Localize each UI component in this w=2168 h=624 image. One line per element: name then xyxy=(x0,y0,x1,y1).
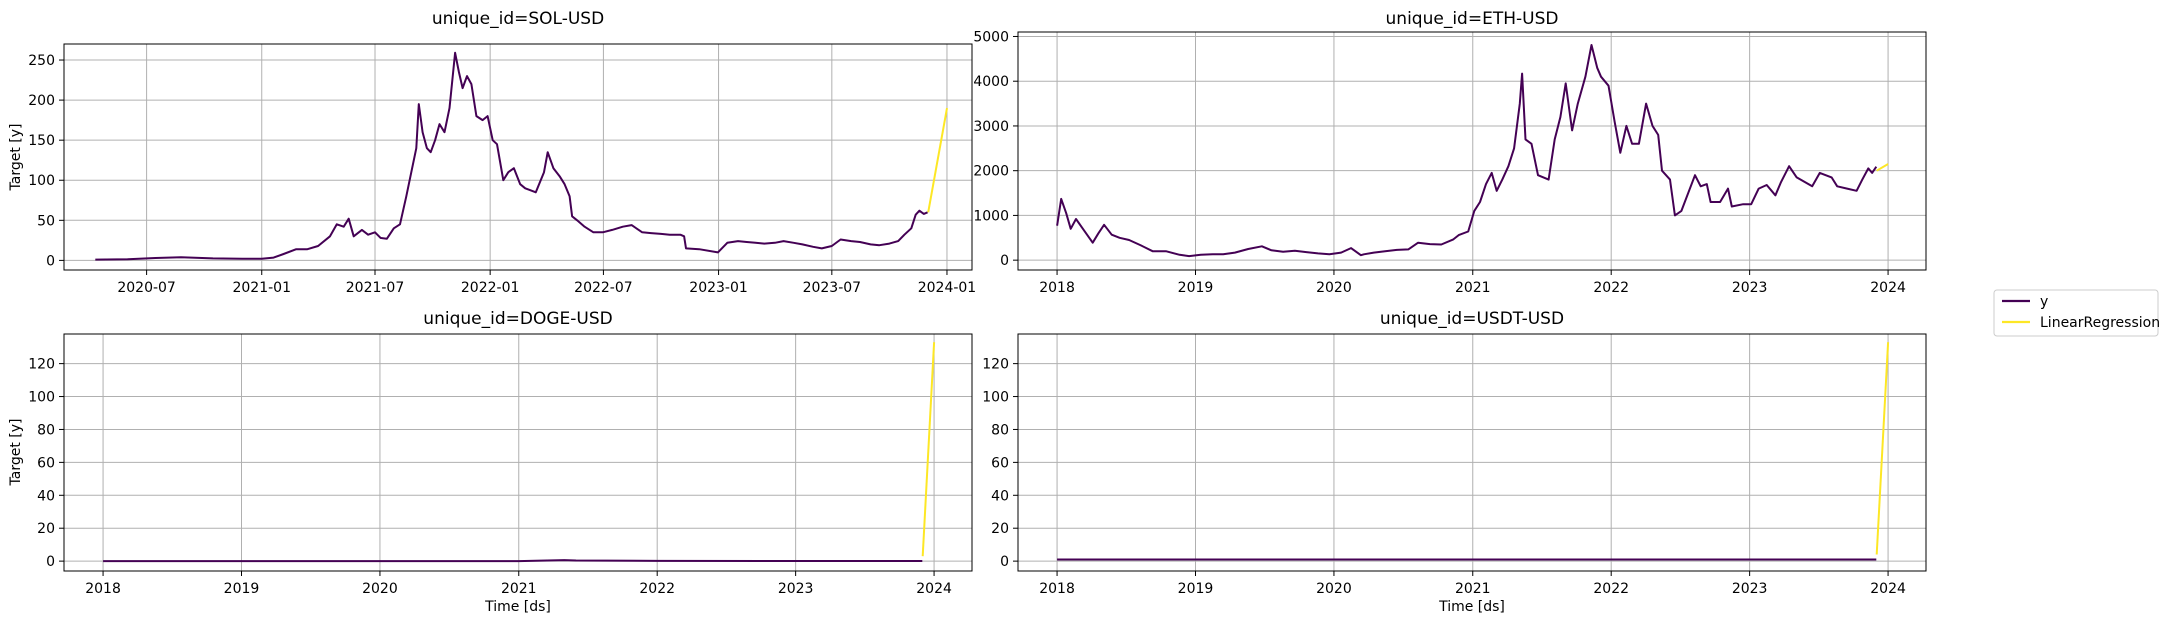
x-tick-label: 2023 xyxy=(1732,280,1768,296)
series-line-y xyxy=(95,51,928,261)
y-tick-label: 20 xyxy=(991,521,1009,537)
x-tick-label: 2021 xyxy=(1455,581,1491,597)
series-line-linearregression xyxy=(1875,342,1890,555)
y-tick-label: 2000 xyxy=(973,164,1009,180)
x-tick-label: 2020 xyxy=(1316,581,1352,597)
y-tick-label: 60 xyxy=(991,455,1009,471)
x-axis-label: Time [ds] xyxy=(1438,599,1505,615)
x-tick-label: 2024 xyxy=(1870,581,1906,597)
x-tick-label: 2022 xyxy=(1593,581,1629,597)
y-tick-label: 0 xyxy=(46,253,55,269)
y-axis-label: Target [y] xyxy=(8,124,24,192)
series-line-y xyxy=(103,559,923,563)
y-tick-label: 1000 xyxy=(973,208,1009,224)
y-tick-label: 200 xyxy=(28,93,55,109)
y-tick-label: 20 xyxy=(37,521,55,537)
x-tick-label: 2023 xyxy=(778,581,814,597)
subplot-usdt-usd: unique_id=USDT-USD 2018 2019 2020 2021 2022 2… xyxy=(982,309,1927,615)
y-axis-label: Target [y] xyxy=(8,419,24,487)
y-tick-label: 100 xyxy=(982,390,1009,406)
subplot-title: unique_id=DOGE-USD xyxy=(423,309,612,329)
plot-frame xyxy=(63,43,973,271)
x-tick-label: 2018 xyxy=(85,581,121,597)
x-axis-label: Time [ds] xyxy=(484,599,551,615)
y-tick-label: 80 xyxy=(991,422,1009,438)
y-tick-label: 0 xyxy=(1000,253,1009,269)
subplot-sol-usd: unique_id=SOL-USD 2020-07 2021-01 2021-07 2… xyxy=(8,9,976,296)
y-tick-label: 100 xyxy=(28,173,55,189)
y-tick-label: 0 xyxy=(46,554,55,570)
x-tick-label: 2018 xyxy=(1039,280,1075,296)
x-tick-label: 2024-01 xyxy=(918,280,977,296)
x-tick-label: 2023-07 xyxy=(803,280,862,296)
x-tick-label: 2020 xyxy=(362,581,398,597)
x-tick-label: 2023 xyxy=(1732,581,1768,597)
plot-frame xyxy=(63,333,973,572)
plot-frame xyxy=(1017,333,1927,572)
x-tick-label: 2019 xyxy=(224,581,260,597)
subplot-eth-usd: unique_id=ETH-USD 2018 2019 2020 2021 2022 20… xyxy=(973,9,1927,296)
x-tick-label: 2023-01 xyxy=(689,280,748,296)
y-tick-label: 40 xyxy=(991,488,1009,504)
y-tick-label: 150 xyxy=(28,133,55,149)
x-tick-label: 2021 xyxy=(1455,280,1491,296)
y-tick-label: 0 xyxy=(1000,554,1009,570)
legend-frame xyxy=(1993,289,2159,337)
y-tick-label: 4000 xyxy=(973,74,1009,90)
x-tick-label: 2024 xyxy=(1870,280,1906,296)
y-tick-label: 120 xyxy=(28,357,55,373)
x-tick-label: 2022 xyxy=(1593,280,1629,296)
x-tick-label: 2022 xyxy=(639,581,675,597)
x-tick-label: 2021-01 xyxy=(232,280,291,296)
y-tick-label: 250 xyxy=(28,53,55,69)
legend-label-linearregression: LinearRegression xyxy=(2040,315,2160,331)
y-tick-label: 120 xyxy=(982,357,1009,373)
x-tick-label: 2019 xyxy=(1178,581,1214,597)
subplot-title: unique_id=SOL-USD xyxy=(432,9,604,29)
x-tick-label: 2022-07 xyxy=(574,280,633,296)
y-tick-label: 5000 xyxy=(973,29,1009,45)
series-line-linearregression xyxy=(927,107,948,213)
y-tick-label: 100 xyxy=(28,390,55,406)
y-tick-label: 40 xyxy=(37,488,55,504)
series-line-linearregression xyxy=(1876,163,1889,172)
subplot-doge-usd: unique_id=DOGE-USD 2018 2019 2020 2021 2022 2… xyxy=(8,309,973,615)
y-tick-label: 80 xyxy=(37,422,55,438)
y-tick-label: 50 xyxy=(37,213,55,229)
series-line-linearregression xyxy=(921,342,936,557)
x-tick-label: 2022-01 xyxy=(461,280,520,296)
plot-frame xyxy=(1017,31,1927,271)
x-tick-label: 2020-07 xyxy=(117,280,176,296)
x-tick-label: 2021 xyxy=(501,581,537,597)
subplot-title: unique_id=USDT-USD xyxy=(1380,309,1564,329)
legend-label-y: y xyxy=(2040,294,2048,310)
x-tick-label: 2024 xyxy=(916,581,952,597)
series-line-y xyxy=(1056,44,1878,258)
y-tick-label: 3000 xyxy=(973,119,1009,135)
x-tick-label: 2020 xyxy=(1316,280,1352,296)
subplot-title: unique_id=ETH-USD xyxy=(1386,9,1559,29)
x-tick-label: 2018 xyxy=(1039,581,1075,597)
legend: y LinearRegression xyxy=(1993,289,2160,337)
x-tick-label: 2019 xyxy=(1178,280,1214,296)
x-tick-label: 2021-07 xyxy=(346,280,405,296)
y-tick-label: 60 xyxy=(37,455,55,471)
